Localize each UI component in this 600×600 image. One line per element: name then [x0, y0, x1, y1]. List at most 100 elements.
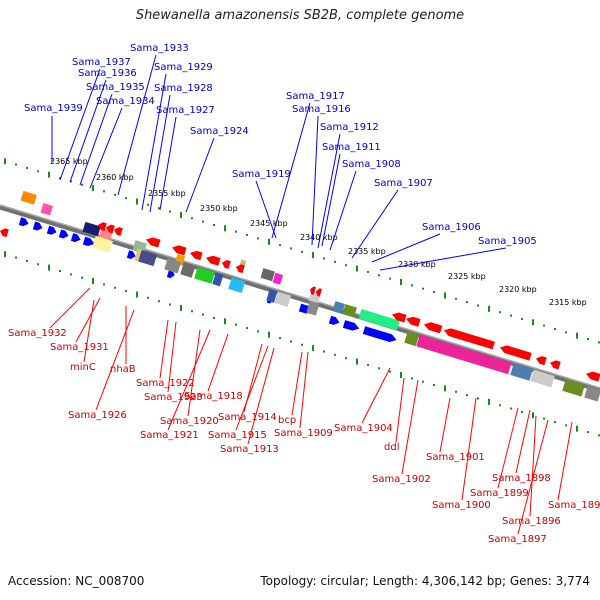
- forward-gene-arrow[interactable]: [328, 315, 341, 327]
- colored-gene-box[interactable]: [332, 301, 346, 314]
- reverse-gene-label[interactable]: Sama_1926: [68, 410, 127, 421]
- reverse-gene-label[interactable]: Sama_1904: [334, 423, 393, 434]
- colored-gene-box[interactable]: [228, 277, 246, 293]
- reverse-gene-label[interactable]: Sama_1921: [140, 430, 199, 441]
- reverse-gene-label[interactable]: Sama_1896: [502, 516, 561, 527]
- reverse-gene-arrow[interactable]: [391, 311, 407, 323]
- colored-gene-box[interactable]: [342, 304, 357, 318]
- colored-gene-box[interactable]: [60, 211, 73, 224]
- reverse-gene-label[interactable]: minC: [70, 362, 96, 373]
- reverse-gene-label[interactable]: Sama_1895: [548, 500, 600, 511]
- reverse-gene-label[interactable]: Sama_1931: [50, 342, 109, 353]
- forward-gene-label[interactable]: Sama_1927: [156, 105, 215, 116]
- forward-gene-label[interactable]: Sama_1939: [24, 103, 83, 114]
- reverse-gene-label[interactable]: Sama_1900: [432, 500, 491, 511]
- forward-gene-label[interactable]: Sama_1924: [190, 126, 249, 137]
- reverse-gene-label[interactable]: Sama_1923: [144, 392, 203, 403]
- forward-gene-label[interactable]: Sama_1928: [154, 83, 213, 94]
- reverse-gene-label[interactable]: Sama_1918: [184, 391, 243, 402]
- reverse-gene-arrow[interactable]: [315, 288, 322, 297]
- colored-gene-box[interactable]: [212, 272, 224, 287]
- reverse-gene-label[interactable]: Sama_1897: [488, 534, 547, 545]
- reverse-gene-arrow[interactable]: [113, 226, 123, 236]
- forward-gene-label[interactable]: Sama_1935: [86, 82, 145, 93]
- forward-gene-label[interactable]: Sama_1936: [78, 68, 137, 79]
- colored-gene-box[interactable]: [266, 289, 278, 303]
- forward-gene-label[interactable]: Sama_1917: [286, 91, 345, 102]
- colored-gene-box[interactable]: [272, 272, 284, 285]
- forward-gene-label[interactable]: Sama_1933: [130, 43, 189, 54]
- forward-gene-label[interactable]: Sama_1929: [154, 62, 213, 73]
- forward-gene-arrow[interactable]: [58, 229, 70, 239]
- forward-gene-label[interactable]: Sama_1908: [342, 159, 401, 170]
- colored-gene-box[interactable]: [260, 268, 275, 282]
- reverse-gene-arrow[interactable]: [549, 359, 561, 370]
- reverse-gene-arrow[interactable]: [535, 355, 547, 366]
- reverse-gene-arrow[interactable]: [443, 327, 495, 350]
- colored-gene-box[interactable]: [138, 249, 158, 267]
- colored-gene-box[interactable]: [416, 334, 512, 375]
- reverse-gene-arrow[interactable]: [171, 244, 187, 256]
- colored-gene-box[interactable]: [358, 309, 400, 331]
- forward-gene-label[interactable]: Sama_1934: [96, 96, 155, 107]
- reverse-gene-label[interactable]: Sama_1898: [492, 473, 551, 484]
- forward-gene-label[interactable]: Sama_1919: [232, 169, 291, 180]
- forward-gene-label[interactable]: Sama_1907: [374, 178, 433, 189]
- reverse-gene-label[interactable]: Sama_1920: [160, 416, 219, 427]
- forward-gene-label[interactable]: Sama_1937: [72, 57, 131, 68]
- reverse-gene-label[interactable]: Sama_1915: [208, 430, 267, 441]
- colored-gene-box[interactable]: [92, 235, 113, 253]
- reverse-gene-label[interactable]: Sama_1922: [136, 378, 195, 389]
- colored-gene-box[interactable]: [404, 331, 420, 347]
- reverse-gene-arrow[interactable]: [221, 259, 231, 269]
- forward-gene-label[interactable]: Sama_1905: [478, 236, 537, 247]
- forward-gene-label[interactable]: Sama_1916: [292, 104, 351, 115]
- reverse-gene-label[interactable]: Sama_1899: [470, 488, 529, 499]
- colored-gene-box[interactable]: [274, 291, 292, 308]
- forward-gene-arrow[interactable]: [18, 217, 30, 227]
- colored-gene-box[interactable]: [82, 221, 101, 237]
- colored-gene-box[interactable]: [530, 369, 555, 388]
- colored-gene-box[interactable]: [180, 262, 196, 278]
- reverse-gene-label[interactable]: nhaB: [110, 364, 136, 375]
- reverse-gene-label[interactable]: Sama_1932: [8, 328, 67, 339]
- reverse-gene-arrow[interactable]: [235, 263, 245, 274]
- colored-gene-box[interactable]: [584, 385, 600, 402]
- forward-gene-arrow[interactable]: [82, 236, 96, 248]
- reverse-gene-label[interactable]: bcp: [278, 415, 296, 426]
- reverse-gene-arrow[interactable]: [189, 249, 203, 261]
- forward-gene-arrow[interactable]: [342, 320, 361, 332]
- reverse-gene-arrow[interactable]: [423, 320, 443, 334]
- forward-gene-arrow[interactable]: [46, 225, 58, 236]
- colored-gene-box[interactable]: [132, 240, 147, 254]
- reverse-gene-label[interactable]: Sama_1914: [218, 412, 277, 423]
- reverse-gene-arrow[interactable]: [0, 227, 9, 238]
- colored-gene-box[interactable]: [194, 267, 215, 284]
- forward-gene-arrow[interactable]: [362, 326, 398, 344]
- reverse-gene-label[interactable]: Sama_1909: [274, 428, 333, 439]
- forward-gene-label[interactable]: Sama_1906: [422, 222, 481, 233]
- reverse-gene-arrow[interactable]: [405, 315, 421, 327]
- reverse-gene-arrow[interactable]: [585, 370, 600, 382]
- colored-gene-box[interactable]: [40, 203, 54, 216]
- colored-gene-box[interactable]: [510, 363, 533, 381]
- forward-gene-label[interactable]: Sama_1911: [322, 142, 381, 153]
- reverse-gene-label[interactable]: ddl: [384, 442, 399, 453]
- reverse-gene-arrow[interactable]: [145, 236, 161, 248]
- colored-gene-box[interactable]: [306, 301, 320, 316]
- colored-gene-box[interactable]: [164, 257, 182, 274]
- reverse-gene-arrow[interactable]: [205, 254, 221, 266]
- reverse-gene-label[interactable]: Sama_1901: [426, 452, 485, 463]
- reverse-gene-arrow[interactable]: [499, 344, 532, 361]
- reverse-gene-arrow[interactable]: [309, 286, 316, 295]
- forward-gene-arrow[interactable]: [70, 233, 82, 243]
- colored-gene-box[interactable]: [562, 379, 585, 397]
- forward-gene-label[interactable]: Sama_1912: [320, 122, 379, 133]
- reverse-gene-label[interactable]: Sama_1902: [372, 474, 431, 485]
- reverse-gene-arrow[interactable]: [105, 224, 115, 234]
- forward-gene-arrow[interactable]: [32, 221, 44, 232]
- reverse-gene-label[interactable]: Sama_1913: [220, 444, 279, 455]
- reverse-gene-arrow[interactable]: [97, 221, 107, 232]
- forward-gene-arrow[interactable]: [126, 250, 137, 260]
- colored-gene-box[interactable]: [20, 190, 37, 205]
